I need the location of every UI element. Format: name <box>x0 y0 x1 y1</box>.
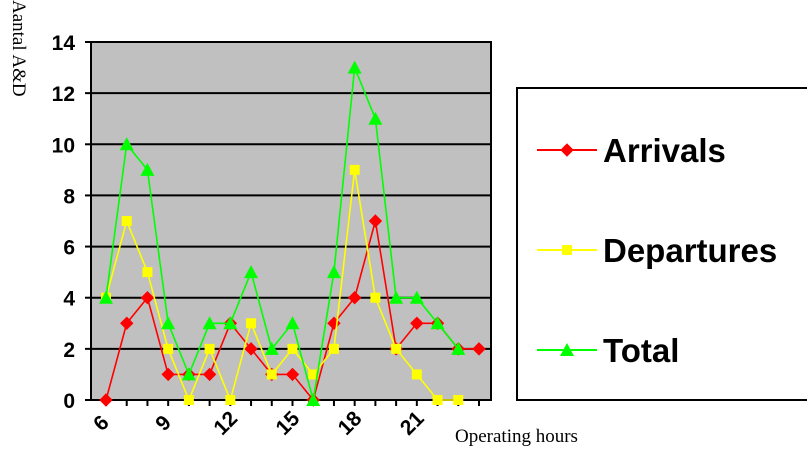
series-total <box>99 60 466 406</box>
x-axis-title: Operating hours <box>455 426 578 447</box>
legend: Arrivals Departures Total <box>516 87 807 401</box>
data-point-total <box>181 367 196 381</box>
data-point-departures <box>432 395 443 405</box>
y-tick-label: 8 <box>63 185 75 208</box>
data-point-departures <box>142 267 153 278</box>
data-point-total <box>202 316 217 330</box>
legend-swatch-marker <box>560 343 574 356</box>
data-point-departures <box>308 369 319 380</box>
data-point-total <box>306 393 321 406</box>
data-point-departures <box>328 343 339 354</box>
legend-swatch-marker <box>560 143 574 157</box>
data-point-departures <box>453 395 464 405</box>
data-point-total <box>451 341 466 355</box>
data-point-arrivals <box>99 393 113 407</box>
data-point-total <box>99 290 113 304</box>
data-point-total <box>244 265 259 279</box>
data-point-departures <box>349 164 360 175</box>
y-axis-ticks: 0 2 4 6 8 10 12 14 <box>52 32 91 413</box>
y-axis-title: Aantal A&D <box>8 0 29 97</box>
y-tick-label: 12 <box>52 83 75 106</box>
legend-swatch-marker <box>562 245 572 255</box>
data-point-arrivals <box>347 291 362 305</box>
data-point-arrivals <box>472 342 486 356</box>
plot-border <box>90 41 492 401</box>
data-point-departures <box>391 343 402 354</box>
data-point-total <box>161 316 176 330</box>
plot-area <box>91 42 491 400</box>
data-point-arrivals <box>410 316 424 330</box>
y-tick-label: 6 <box>63 237 75 260</box>
y-tick-label: 14 <box>52 32 76 55</box>
legend-label: Arrivals <box>603 132 726 169</box>
data-point-total <box>347 60 362 74</box>
data-point-departures <box>246 318 257 329</box>
data-point-total <box>119 137 134 151</box>
x-axis-ticks: 6 9 12 15 18 21 <box>89 400 480 440</box>
data-point-departures <box>287 343 298 354</box>
legend-item-arrivals: Arrivals <box>537 132 726 169</box>
legend-label: Total <box>603 332 679 369</box>
data-point-total <box>368 111 383 125</box>
legend-item-total: Total <box>537 332 679 369</box>
data-point-total <box>285 316 300 330</box>
x-tick-label: 6 <box>89 411 114 436</box>
data-point-total <box>409 290 424 304</box>
data-point-departures <box>183 395 194 405</box>
data-point-arrivals <box>161 367 175 382</box>
data-point-departures <box>204 343 215 354</box>
data-point-total <box>430 316 445 330</box>
legend-item-departures: Departures <box>537 232 777 269</box>
data-point-departures <box>370 292 381 303</box>
x-tick-label: 9 <box>151 411 176 436</box>
data-point-departures <box>163 343 174 354</box>
data-point-total <box>264 341 279 355</box>
x-tick-label: 15 <box>272 407 305 440</box>
data-point-total <box>140 162 155 176</box>
y-tick-label: 0 <box>63 390 75 413</box>
data-point-departures <box>225 395 236 405</box>
data-point-total <box>389 290 404 304</box>
y-tick-label: 10 <box>52 134 75 157</box>
data-point-arrivals <box>202 367 217 382</box>
data-point-departures <box>121 216 132 226</box>
data-point-arrivals <box>244 342 258 356</box>
data-point-departures <box>411 369 422 380</box>
x-tick-label: 21 <box>396 407 429 440</box>
data-point-departures <box>266 369 277 380</box>
series-departures <box>101 164 464 405</box>
data-point-total <box>326 265 341 279</box>
data-point-total <box>223 316 238 330</box>
data-point-arrivals <box>368 214 383 228</box>
y-tick-label: 2 <box>63 339 75 362</box>
legend-label: Departures <box>603 232 777 269</box>
y-tick-label: 4 <box>63 288 75 311</box>
data-point-arrivals <box>140 291 155 305</box>
data-point-arrivals <box>120 316 134 330</box>
data-point-arrivals <box>285 367 300 382</box>
series-layer <box>99 60 486 407</box>
x-tick-label: 18 <box>334 407 367 440</box>
x-tick-label: 12 <box>209 407 242 440</box>
